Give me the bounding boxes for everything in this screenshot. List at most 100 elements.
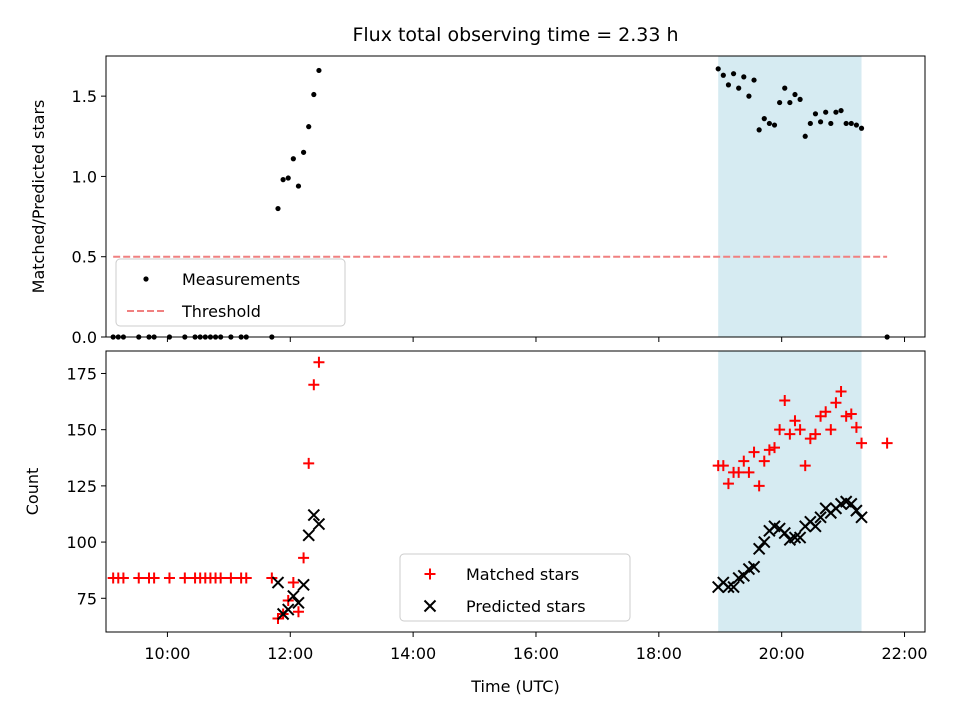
data-point bbox=[738, 455, 750, 467]
data-point bbox=[784, 428, 796, 440]
x-tick-label: 14:00 bbox=[390, 644, 436, 663]
y-tick-label: 125 bbox=[66, 477, 97, 496]
data-point bbox=[748, 446, 760, 458]
data-point bbox=[717, 460, 729, 472]
data-point bbox=[117, 572, 129, 584]
data-point bbox=[722, 478, 734, 490]
ratio-axes-frame bbox=[105, 55, 926, 338]
data-point bbox=[287, 577, 299, 589]
data-point bbox=[741, 74, 747, 80]
y-tick-label: 0.0 bbox=[72, 328, 97, 347]
data-point bbox=[782, 85, 788, 91]
data-point bbox=[747, 560, 761, 574]
count-panel: 75 100 125 150 175 10:00 12:00 14:00 16:00 18:00… bbox=[23, 350, 928, 696]
data-point bbox=[845, 497, 858, 511]
data-point bbox=[148, 572, 160, 584]
count-y-axis-label: Count bbox=[23, 468, 42, 516]
legend-item: Matched stars bbox=[424, 565, 579, 584]
ratio-legend: Measurements Threshold bbox=[115, 258, 346, 327]
x-tick-label: 22:00 bbox=[881, 644, 927, 663]
data-point bbox=[282, 603, 295, 616]
legend-label: Threshold bbox=[181, 302, 261, 321]
data-point bbox=[302, 529, 315, 542]
data-point bbox=[756, 127, 762, 133]
data-point bbox=[853, 122, 860, 128]
data-point bbox=[856, 437, 868, 449]
legend-item: Predicted stars bbox=[423, 597, 586, 616]
observing-window-shade bbox=[718, 351, 862, 632]
data-point bbox=[280, 177, 286, 183]
data-point bbox=[306, 124, 312, 130]
data-point bbox=[809, 428, 821, 440]
data-point bbox=[722, 580, 735, 594]
data-point bbox=[743, 466, 755, 478]
data-point bbox=[292, 596, 305, 609]
data-point bbox=[266, 572, 278, 584]
legend-marker bbox=[423, 599, 437, 613]
data-point bbox=[779, 394, 791, 406]
data-point bbox=[746, 93, 752, 99]
y-tick-label: 100 bbox=[66, 533, 97, 552]
ratio-x-ticks bbox=[166, 337, 906, 342]
data-point bbox=[799, 460, 811, 472]
data-point bbox=[275, 205, 281, 212]
observing-window-shade bbox=[718, 56, 862, 337]
series-predicted-stars bbox=[271, 495, 868, 621]
legend-item: Measurements bbox=[143, 270, 300, 289]
data-point bbox=[758, 535, 771, 549]
data-point bbox=[774, 424, 786, 436]
data-point bbox=[215, 572, 227, 584]
data-point bbox=[769, 442, 781, 454]
count-axes-frame bbox=[105, 350, 926, 633]
data-point bbox=[758, 455, 770, 467]
x-tick-label: 12:00 bbox=[267, 644, 313, 663]
legend-marker bbox=[143, 276, 149, 282]
data-point bbox=[855, 511, 868, 524]
y-tick-label: 75 bbox=[77, 589, 97, 608]
data-point bbox=[787, 99, 793, 106]
data-point bbox=[845, 408, 857, 420]
data-point bbox=[830, 397, 842, 409]
data-point bbox=[788, 531, 802, 544]
data-point bbox=[303, 457, 315, 469]
data-point bbox=[817, 119, 824, 125]
data-point bbox=[733, 466, 745, 478]
data-point bbox=[825, 424, 837, 436]
data-point bbox=[812, 111, 819, 117]
y-tick-label: 150 bbox=[66, 421, 97, 440]
data-point bbox=[133, 572, 145, 584]
count-y-ticks: 75 100 125 150 175 bbox=[66, 364, 106, 608]
y-tick-label: 175 bbox=[66, 364, 97, 383]
data-point bbox=[312, 517, 326, 531]
data-point bbox=[777, 99, 783, 106]
data-point bbox=[736, 85, 742, 91]
data-point bbox=[751, 77, 757, 83]
x-tick-label: 20:00 bbox=[759, 644, 805, 663]
legend-label: Predicted stars bbox=[466, 597, 586, 616]
data-point bbox=[835, 385, 847, 397]
data-point bbox=[307, 508, 321, 522]
legend-label: Matched stars bbox=[466, 565, 579, 584]
legend-marker bbox=[424, 568, 436, 580]
legend-box bbox=[399, 553, 631, 622]
data-point bbox=[833, 109, 839, 115]
data-point bbox=[311, 91, 317, 98]
data-point bbox=[225, 572, 237, 584]
y-tick-label: 1.0 bbox=[72, 167, 97, 186]
data-point bbox=[881, 437, 893, 449]
data-point bbox=[298, 552, 310, 564]
data-point bbox=[820, 406, 832, 418]
x-tick-label: 18:00 bbox=[636, 644, 682, 663]
data-point bbox=[763, 444, 775, 456]
data-point bbox=[789, 415, 801, 427]
data-point bbox=[720, 72, 726, 78]
data-point bbox=[163, 572, 175, 584]
data-point bbox=[308, 379, 320, 391]
ratio-y-axis-label: Matched/Predicted stars bbox=[29, 100, 48, 294]
data-point bbox=[297, 578, 310, 591]
ratio-y-ticks: 0.0 0.5 1.0 1.5 bbox=[72, 87, 106, 347]
data-point bbox=[814, 511, 827, 524]
data-point bbox=[838, 107, 844, 114]
data-point bbox=[807, 120, 813, 127]
